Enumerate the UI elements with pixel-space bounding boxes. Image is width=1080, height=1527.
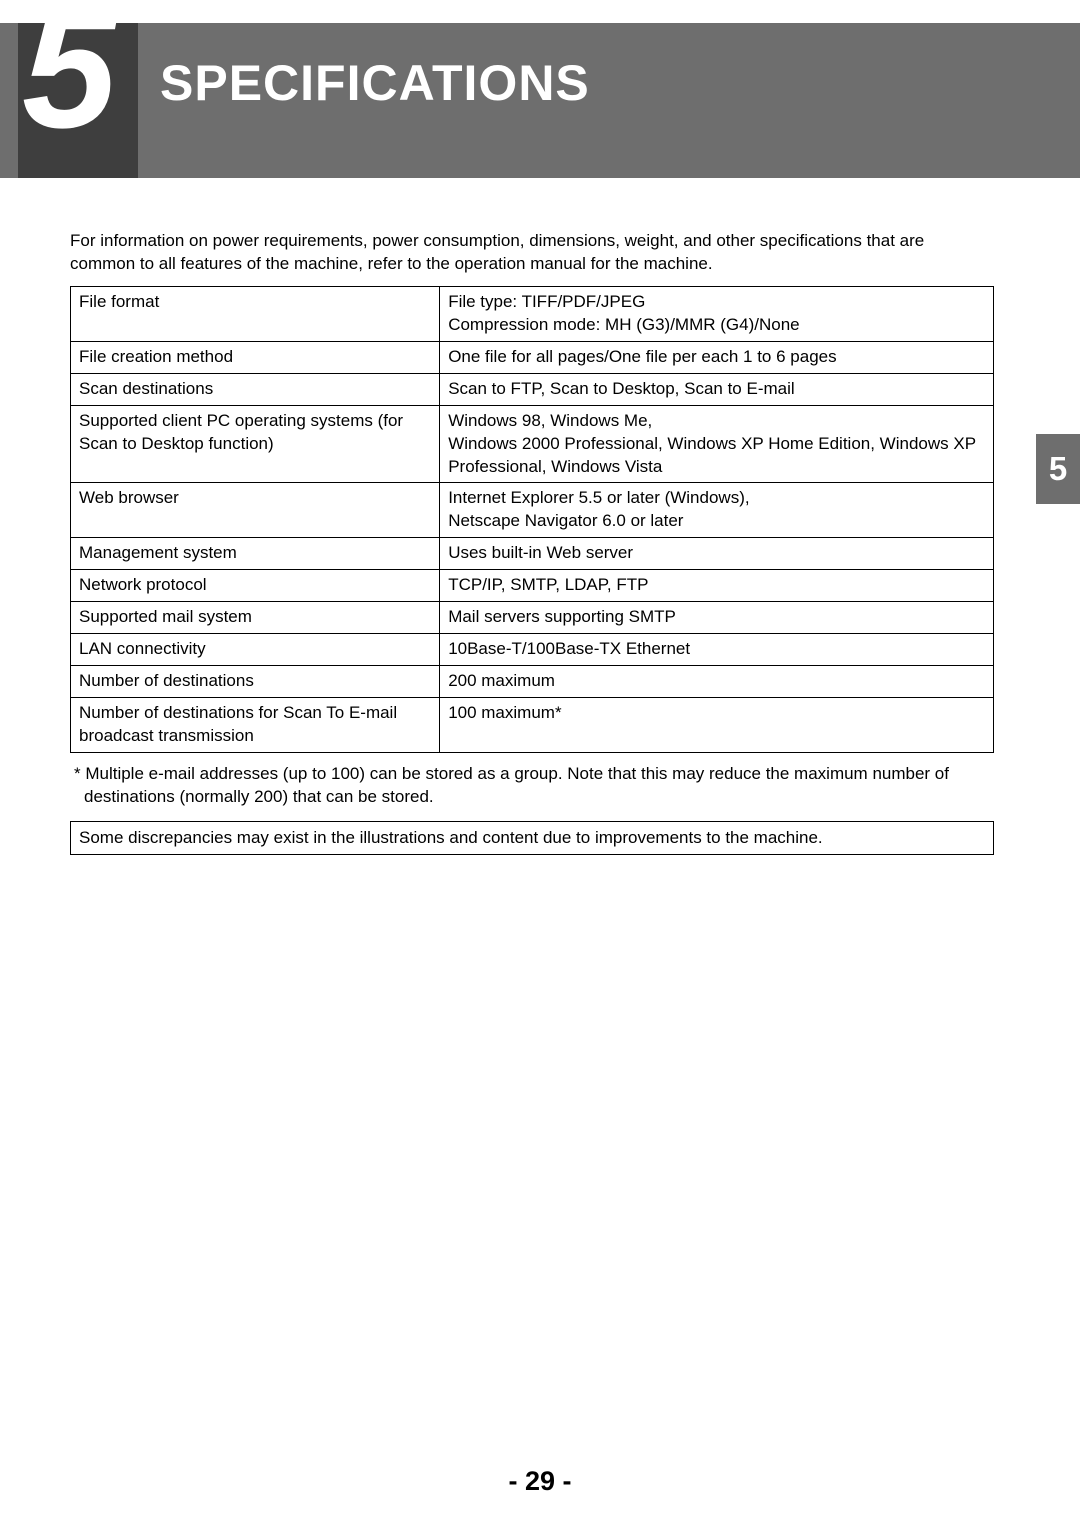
table-row: Web browserInternet Explorer 5.5 or late… — [71, 483, 994, 538]
spec-label: Scan destinations — [71, 373, 440, 405]
table-row: Management systemUses built-in Web serve… — [71, 538, 994, 570]
content-area: For information on power requirements, p… — [70, 230, 994, 855]
spec-value: File type: TIFF/PDF/JPEG Compression mod… — [440, 286, 994, 341]
disclaimer-text: Some discrepancies may exist in the illu… — [79, 828, 823, 847]
spec-label: File format — [71, 286, 440, 341]
table-row: File formatFile type: TIFF/PDF/JPEG Comp… — [71, 286, 994, 341]
specifications-table: File formatFile type: TIFF/PDF/JPEG Comp… — [70, 286, 994, 753]
chapter-number: 5 — [22, 0, 117, 154]
spec-label: Network protocol — [71, 570, 440, 602]
spec-value: One file for all pages/One file per each… — [440, 341, 994, 373]
spec-value: Mail servers supporting SMTP — [440, 602, 994, 634]
spec-value: 100 maximum* — [440, 698, 994, 753]
spec-label: Number of destinations — [71, 666, 440, 698]
spec-value: 10Base-T/100Base-TX Ethernet — [440, 634, 994, 666]
spec-value: Scan to FTP, Scan to Desktop, Scan to E-… — [440, 373, 994, 405]
disclaimer-box: Some discrepancies may exist in the illu… — [70, 821, 994, 855]
table-row: Supported mail systemMail servers suppor… — [71, 602, 994, 634]
spec-value: Windows 98, Windows Me, Windows 2000 Pro… — [440, 405, 994, 483]
spec-label: LAN connectivity — [71, 634, 440, 666]
spec-label: Web browser — [71, 483, 440, 538]
footnote-text: * Multiple e-mail addresses (up to 100) … — [70, 763, 994, 809]
table-row: Number of destinations for Scan To E-mai… — [71, 698, 994, 753]
table-row: LAN connectivity10Base-T/100Base-TX Ethe… — [71, 634, 994, 666]
page-number: - 29 - — [0, 1466, 1080, 1497]
spec-label: Supported client PC operating systems (f… — [71, 405, 440, 483]
spec-value: TCP/IP, SMTP, LDAP, FTP — [440, 570, 994, 602]
spec-label: Number of destinations for Scan To E-mai… — [71, 698, 440, 753]
chapter-title: SPECIFICATIONS — [160, 54, 590, 112]
spec-value: Uses built-in Web server — [440, 538, 994, 570]
table-row: Scan destinationsScan to FTP, Scan to De… — [71, 373, 994, 405]
table-row: Network protocolTCP/IP, SMTP, LDAP, FTP — [71, 570, 994, 602]
spec-label: Supported mail system — [71, 602, 440, 634]
intro-paragraph: For information on power requirements, p… — [70, 230, 994, 276]
spec-value: Internet Explorer 5.5 or later (Windows)… — [440, 483, 994, 538]
table-row: File creation methodOne file for all pag… — [71, 341, 994, 373]
table-row: Supported client PC operating systems (f… — [71, 405, 994, 483]
table-row: Number of destinations200 maximum — [71, 666, 994, 698]
spec-label: File creation method — [71, 341, 440, 373]
spec-value: 200 maximum — [440, 666, 994, 698]
spec-label: Management system — [71, 538, 440, 570]
chapter-side-tab: 5 — [1036, 434, 1080, 504]
